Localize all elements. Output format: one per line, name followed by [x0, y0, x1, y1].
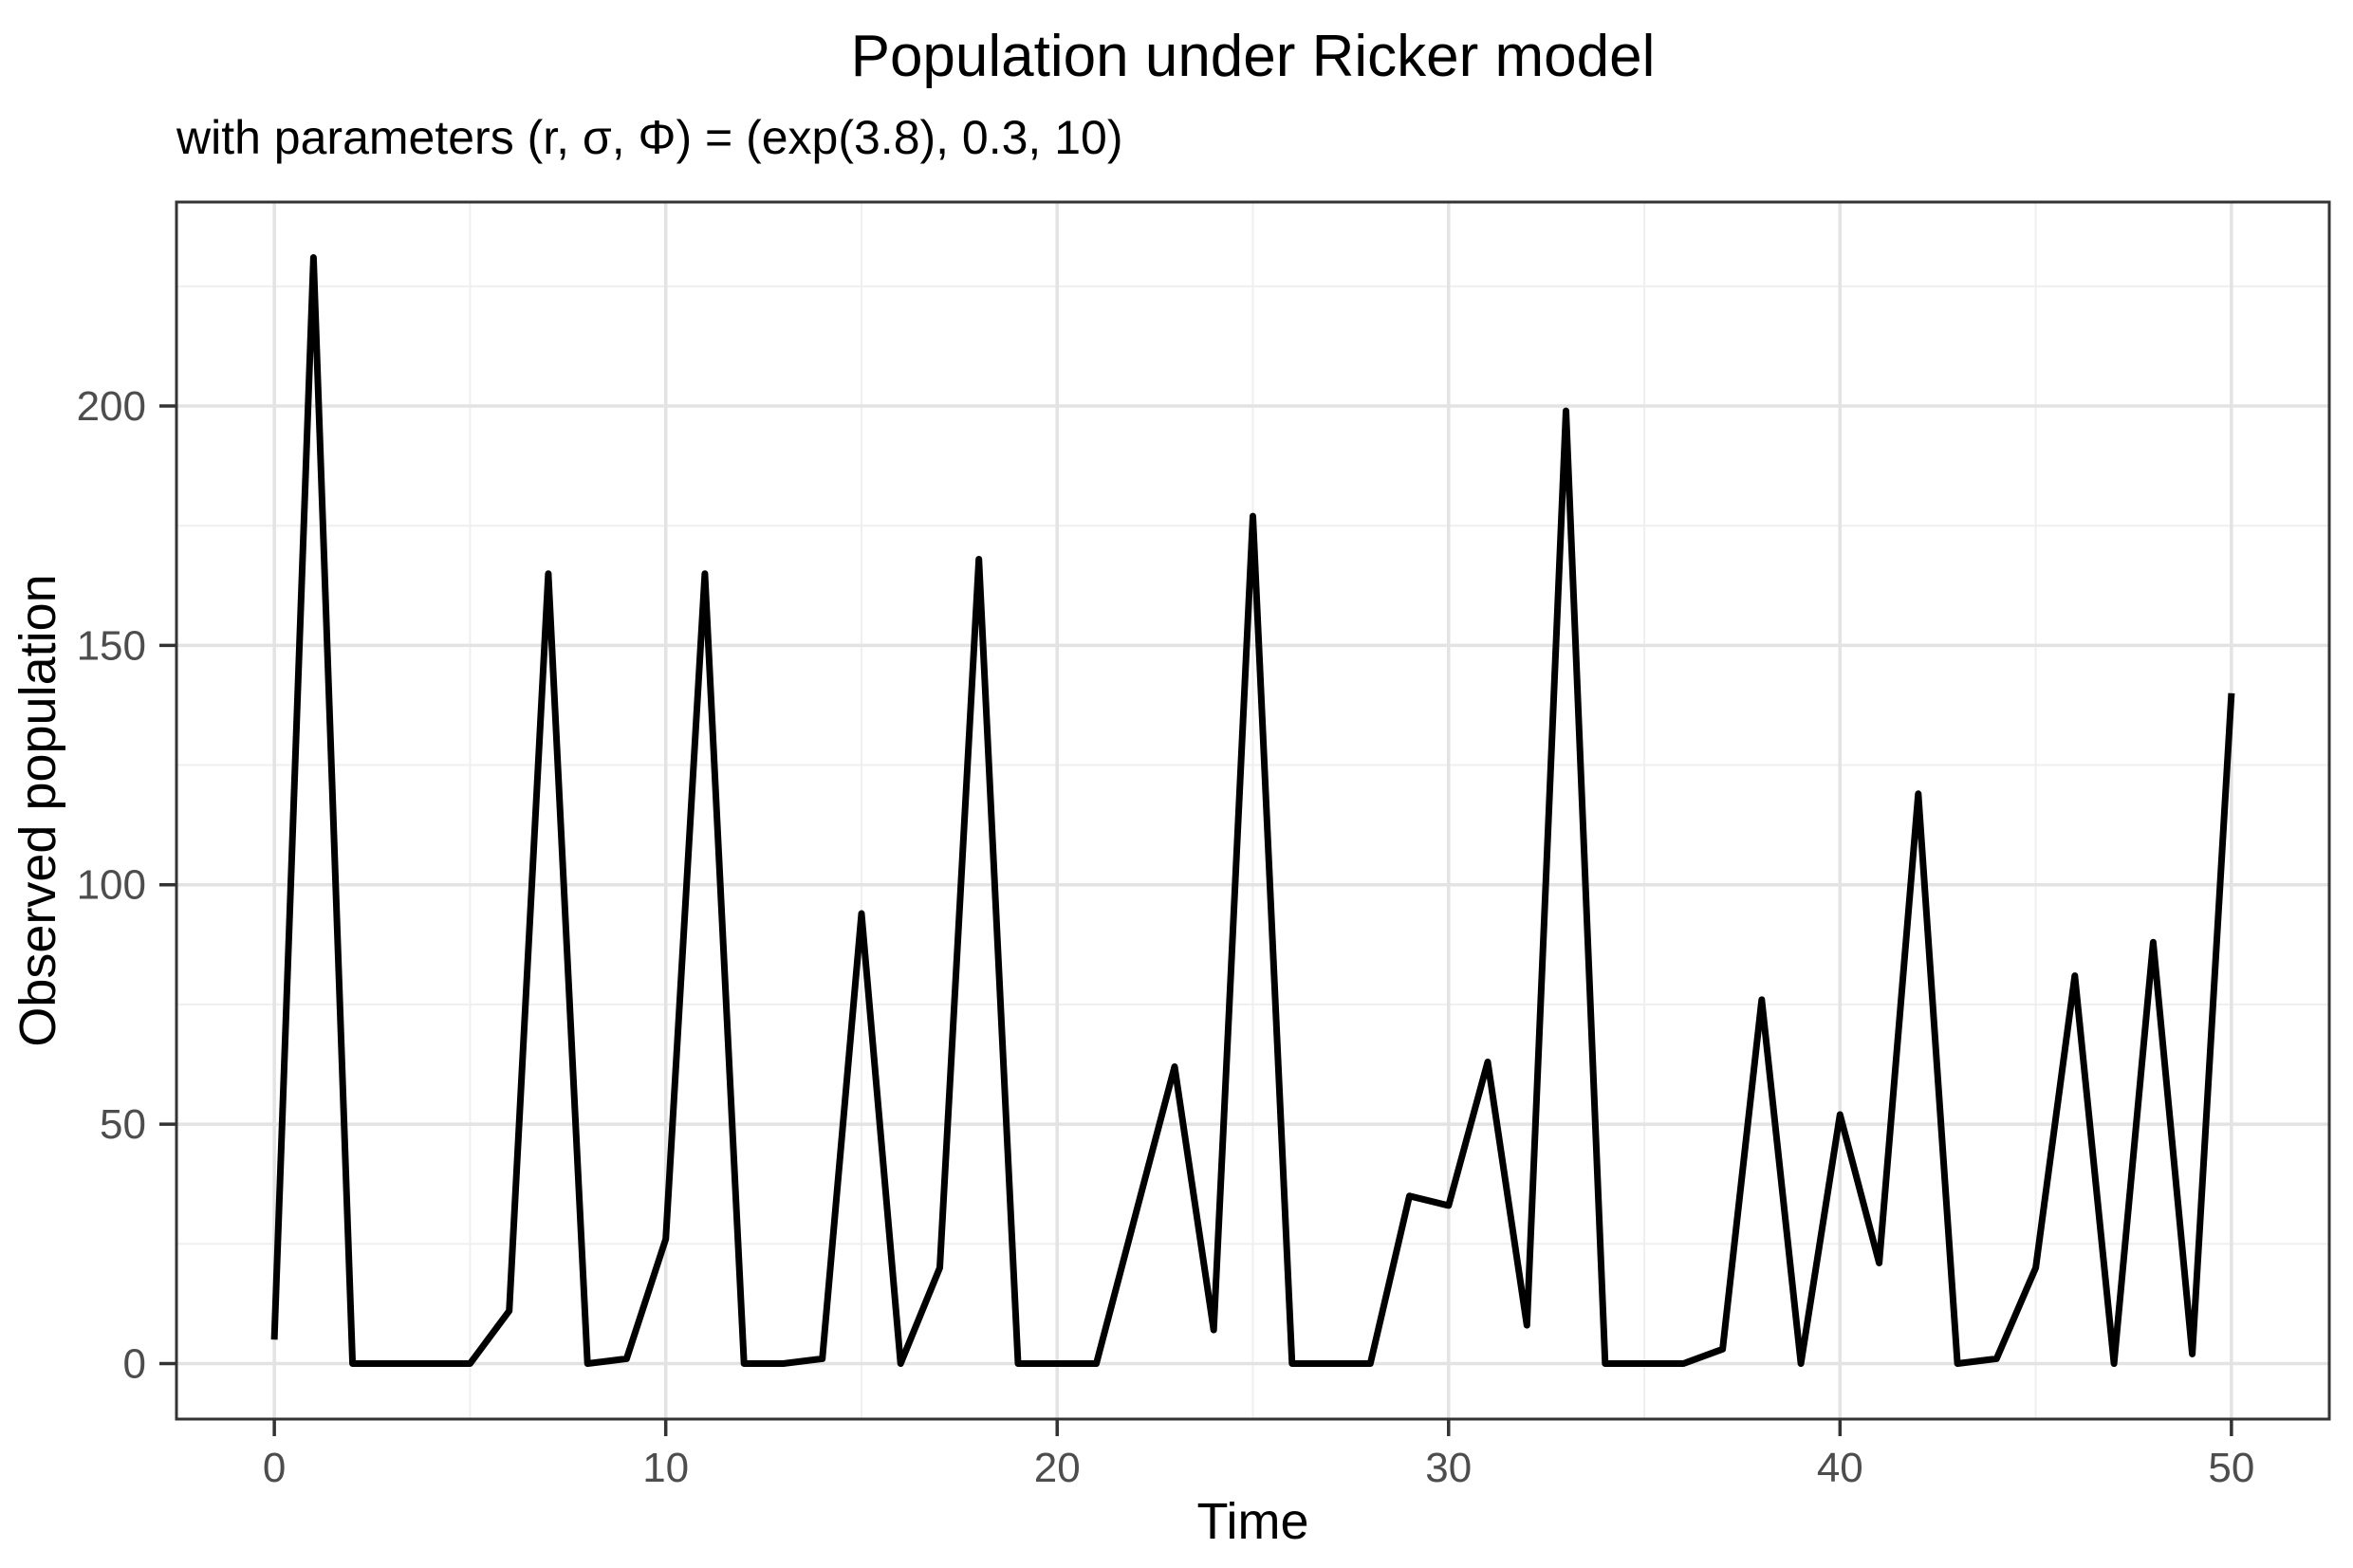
chart-subtitle: with parameters (r, σ, Φ) = (exp(3.8), 0…: [176, 111, 1123, 164]
x-axis-ticks: 0 10 20 30 40 50: [263, 1419, 2254, 1491]
panel-border: [175, 200, 2331, 1421]
x-tick-label-10: 10: [642, 1445, 689, 1491]
y-tick-label-50: 50: [100, 1101, 146, 1148]
minor-gridlines: [176, 202, 2329, 1419]
y-axis-ticks: 0 50 100 150 200: [77, 383, 176, 1387]
x-tick-label-20: 20: [1034, 1445, 1081, 1491]
x-tick-label-40: 40: [1817, 1445, 1863, 1491]
x-tick-label-50: 50: [2208, 1445, 2254, 1491]
y-tick-label-0: 0: [123, 1340, 146, 1387]
y-axis-title: Observed population: [9, 574, 66, 1046]
x-tick-label-0: 0: [263, 1445, 286, 1491]
y-tick-label-200: 200: [77, 383, 146, 430]
x-tick-label-30: 30: [1425, 1445, 1472, 1491]
x-axis-title: Time: [1197, 1493, 1309, 1550]
major-gridlines: [176, 202, 2329, 1419]
y-tick-label-100: 100: [77, 862, 146, 909]
y-tick-label-150: 150: [77, 622, 146, 669]
population-series-line: [270, 254, 2235, 1367]
chart-title: Population under Ricker model: [851, 24, 1656, 89]
